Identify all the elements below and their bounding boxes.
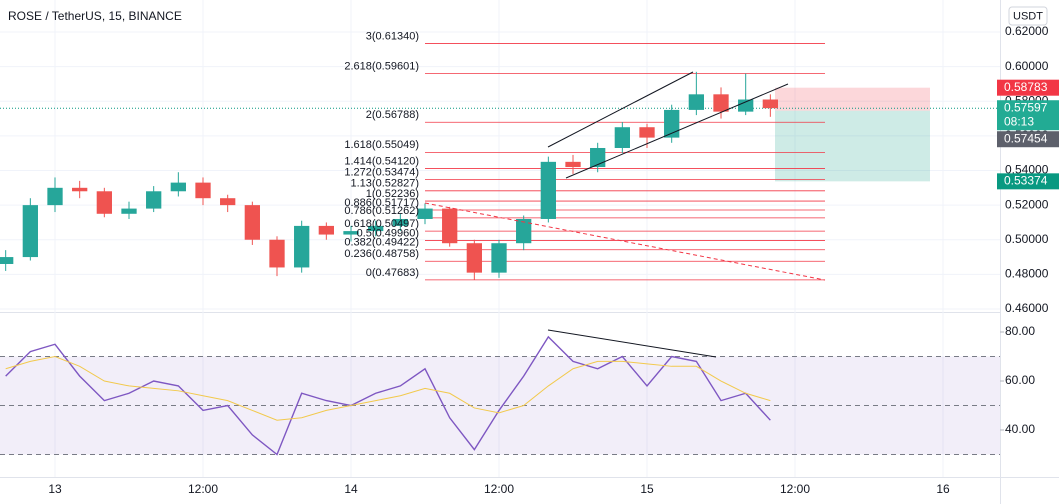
- fib-label: 1(0.52236): [366, 188, 419, 200]
- candle-body: [466, 243, 482, 273]
- price-tag: [997, 79, 1059, 96]
- rsi-tick-label: 60.00: [1005, 373, 1035, 387]
- channel-upper: [547, 71, 694, 148]
- candle-body: [72, 187, 88, 192]
- stop-zone: [775, 87, 930, 111]
- y-tick-label: 0.52000: [1005, 197, 1049, 211]
- fib-label: 1.618(0.55049): [344, 139, 419, 151]
- candle-body: [565, 161, 581, 168]
- price-tag-label: 0.57597: [1004, 100, 1048, 114]
- candle-body: [269, 239, 285, 268]
- x-tick-label: 16: [936, 482, 950, 496]
- fib-label: 0.236(0.48758): [344, 248, 419, 260]
- candle-body: [738, 99, 754, 112]
- candle-body: [146, 191, 162, 209]
- fib-label: 1.272(0.53474): [344, 167, 419, 179]
- price-tag-label: 0.58783: [1004, 80, 1048, 94]
- price-tag-label: 0.57454: [1004, 131, 1048, 145]
- price-tag-label: 0.53374: [1004, 174, 1048, 188]
- x-tick-label: 14: [344, 482, 358, 496]
- fib-label: 2.618(0.59601): [344, 60, 419, 72]
- fib-label: 0.786(0.51262): [344, 205, 419, 217]
- rsi-line: [5, 335, 771, 456]
- x-tick-label: 15: [640, 482, 654, 496]
- x-tick-label: 12:00: [188, 482, 218, 496]
- candle-body: [22, 205, 38, 258]
- candle-body: [0, 257, 14, 264]
- price-tag: [997, 173, 1059, 190]
- unit-button[interactable]: [1008, 6, 1048, 26]
- rsi-divergence-line: [547, 329, 717, 358]
- candle-body: [318, 225, 334, 235]
- y-tick-label: 0.50000: [1005, 232, 1049, 246]
- candle-body: [294, 225, 310, 268]
- candle-body: [590, 147, 606, 168]
- y-tick-label: 0.48000: [1005, 267, 1049, 281]
- fib-label: 0.382(0.49422): [344, 237, 419, 249]
- candle-body: [713, 94, 729, 112]
- candle-body: [195, 182, 211, 199]
- target-zone: [775, 110, 930, 182]
- price-tag: [997, 100, 1059, 131]
- rsi-tick-label: 40.00: [1005, 422, 1035, 436]
- rsi-line: [5, 355, 771, 421]
- y-tick-label: 0.46000: [1005, 301, 1049, 315]
- x-tick-label: 13: [48, 482, 62, 496]
- x-tick-label: 12:00: [780, 482, 810, 496]
- candle-body: [343, 231, 359, 235]
- channel-lower: [565, 83, 789, 179]
- y-tick-label: 0.54000: [1005, 163, 1049, 177]
- unit-label[interactable]: USDT: [1013, 10, 1043, 22]
- fib-label: 3(0.61340): [366, 30, 419, 42]
- candle-body: [47, 187, 63, 206]
- candle-body: [491, 243, 507, 273]
- y-tick-label: 0.62000: [1005, 24, 1049, 38]
- candle-body: [121, 208, 137, 214]
- candle-body: [516, 218, 532, 244]
- price-tag: [997, 131, 1059, 148]
- y-tick-label: 0.60000: [1005, 59, 1049, 73]
- candle-body: [664, 109, 680, 138]
- fib-label: 0.5(0.49960): [357, 227, 419, 239]
- fib-label: 0(0.47683): [366, 267, 419, 279]
- candle-body: [392, 218, 408, 226]
- rsi-tick-label: 80.00: [1005, 324, 1035, 338]
- plot-layer: [0, 0, 1000, 477]
- fib-label: 1.414(0.54120): [344, 155, 419, 167]
- chart-title: ROSE / TetherUS, 15, BINANCE: [8, 9, 182, 23]
- x-tick-label: 12:00: [484, 482, 514, 496]
- candle-body: [614, 127, 630, 148]
- trend-line: [424, 202, 826, 281]
- candle-body: [540, 161, 556, 219]
- fib-label: 1.13(0.52827): [351, 178, 420, 190]
- candle-body: [762, 99, 778, 109]
- fib-label: 0.618(0.50497): [344, 218, 419, 230]
- candle-body: [417, 208, 433, 219]
- candle-body: [688, 94, 704, 110]
- fib-label: 2(0.56788): [366, 109, 419, 121]
- candle-body: [220, 198, 236, 206]
- candle-body: [368, 225, 384, 232]
- fib-label: 0.886(0.51717): [344, 197, 419, 209]
- candle-body: [244, 205, 260, 240]
- candle-body: [96, 191, 112, 214]
- countdown-label: 08:13: [1004, 114, 1034, 128]
- candle-body: [442, 208, 458, 244]
- candle-body: [639, 127, 655, 138]
- candle-body: [170, 182, 186, 192]
